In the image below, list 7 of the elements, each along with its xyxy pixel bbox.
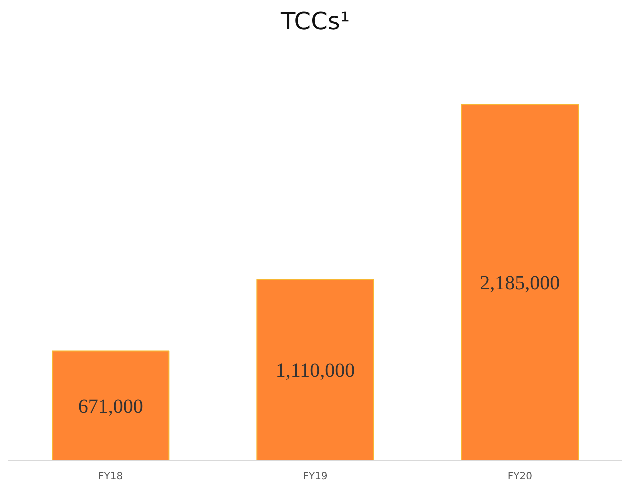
x-tick-label: FY18 [98, 472, 124, 482]
chart-title: TCCs¹ [280, 8, 350, 36]
x-tick-label: FY19 [303, 472, 328, 482]
data-label: 1,110,000 [276, 360, 356, 382]
data-label: 2,185,000 [480, 272, 560, 295]
data-label: 671,000 [78, 396, 144, 418]
x-tick-label: FY20 [508, 472, 532, 482]
